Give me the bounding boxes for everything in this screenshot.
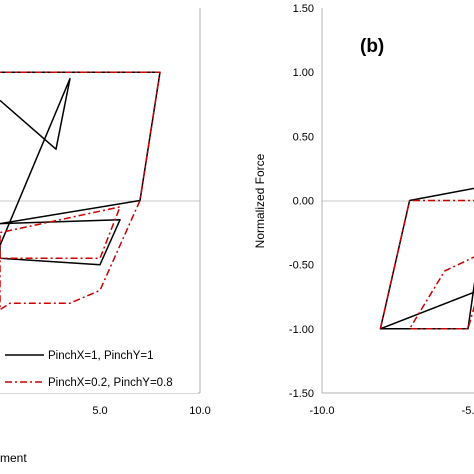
panel-b-x-tick-label: -10.0 (309, 405, 334, 417)
legend-background (0, 331, 198, 393)
legend-label-dashed: PinchX=0.2, PinchY=0.8 (48, 377, 173, 389)
panel-b-x-ticks: -10.0 -5. (309, 405, 474, 417)
panel-b: 1.50 1.00 0.50 0.00 -0.50 -1.00 -1.50 -10.0 -5.… (253, 3, 474, 417)
panel-b-series-line-1 (379, 187, 474, 330)
panel-a-x-axis-title: ment (0, 451, 27, 465)
panel-a-series-line-1 (0, 71, 161, 266)
panel-b-label: (b) (360, 36, 384, 57)
panel-b-y-tick-label: -1.00 (289, 324, 314, 336)
panel-a-x-ticks: 5.0 10.0 (92, 405, 210, 417)
panel-b-series-group (379, 187, 474, 330)
panel-a-legend: PinchX=1, PinchY=1 PinchX=0.2, PinchY=0.… (0, 331, 198, 393)
panel-b-y-axis-title: Normalized Force (253, 153, 267, 248)
panel-a-x-tick-label: 5.0 (92, 405, 107, 417)
legend-label-solid: PinchX=1, PinchY=1 (48, 350, 154, 362)
panel-b-y-tick-label: 1.50 (293, 3, 314, 15)
panel-b-x-tick-label: -5. (462, 405, 474, 417)
panel-a-x-tick-label: 10.0 (189, 405, 210, 417)
panel-a: 5.0 10.0 ment PinchX=1, PinchY=1 PinchX=0… (0, 8, 211, 465)
panel-b-y-tick-label: 0.00 (293, 196, 314, 208)
panel-b-y-tick-label: -0.50 (289, 260, 314, 272)
panel-b-y-tick-label: 1.00 (293, 67, 314, 79)
panel-b-y-tick-label: 0.50 (293, 131, 314, 143)
panel-a-series-line-2 (0, 71, 161, 311)
panel-b-series-line-2 (379, 199, 474, 330)
panel-b-y-ticks: 1.50 1.00 0.50 0.00 -0.50 -1.00 -1.50 (289, 3, 314, 400)
panel-b-y-tick-label: -1.50 (289, 388, 314, 400)
panel-a-series-group (0, 71, 161, 311)
